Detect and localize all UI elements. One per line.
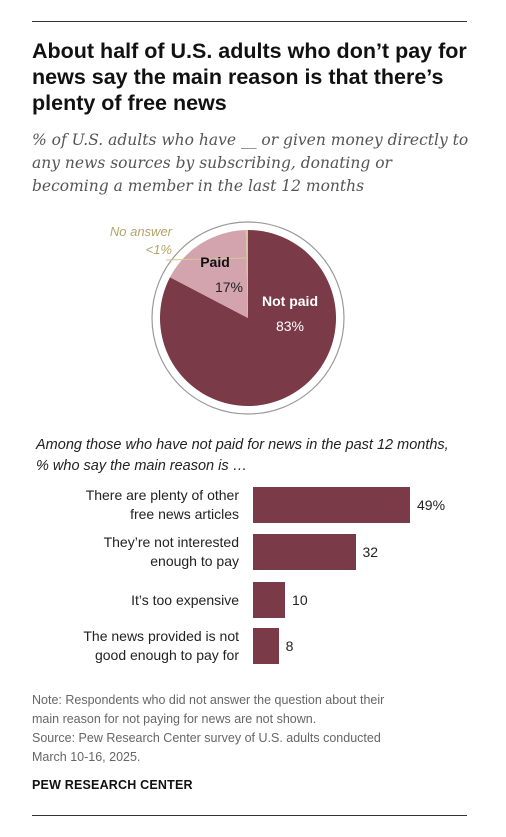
pie-label-paid-name: Paid xyxy=(200,254,230,270)
pie-outer-ring xyxy=(151,221,345,415)
chart-subtitle: % of U.S. adults who have __ or given mo… xyxy=(32,131,469,195)
bar xyxy=(253,487,410,523)
pie-label-noanswer-name: No answer xyxy=(110,224,173,239)
top-rule xyxy=(32,21,467,22)
bar-chart-intro: Among those who have not paid for news i… xyxy=(36,437,449,474)
note-text: Note: Respondents who did not answer the… xyxy=(32,693,385,726)
bar-value-label: 49% xyxy=(417,497,446,513)
bar xyxy=(253,582,286,618)
bar-category-label: There are plenty of other free news artic… xyxy=(85,487,239,522)
pie-slice-no-answer xyxy=(245,230,248,318)
pie-label-notpaid-name: Not paid xyxy=(262,293,318,309)
bar-value-label: 32 xyxy=(362,544,379,560)
pie-label-paid-value: 17% xyxy=(215,279,243,295)
chart-title: About half of U.S. adults who don’t pay … xyxy=(32,39,467,115)
pie-label-noanswer-value: <1% xyxy=(146,242,172,257)
bar-category-label: It’s too expensive xyxy=(131,591,239,608)
pie-slice-paid xyxy=(170,230,248,318)
brand-logo-text: PEW RESEARCH CENTER xyxy=(32,778,193,792)
bar-value-label: 10 xyxy=(292,592,308,608)
pie-chart: Paid 17% Not paid 83% No answer <1% xyxy=(110,221,345,415)
pie-label-notpaid-value: 83% xyxy=(276,318,304,334)
bottom-rule xyxy=(32,815,467,816)
bar-category-label: The news provided is not good enough to p… xyxy=(83,628,239,663)
bar-category-label: They’re not interested enough to pay xyxy=(103,534,239,569)
bar-value-label: 8 xyxy=(285,638,294,654)
bar xyxy=(253,628,279,664)
no-answer-leader-line xyxy=(165,257,248,261)
source-text: Source: Pew Research Center survey of U.… xyxy=(32,731,381,764)
bar xyxy=(253,534,356,570)
note-block: Note: Respondents who did not answer the… xyxy=(32,691,472,767)
